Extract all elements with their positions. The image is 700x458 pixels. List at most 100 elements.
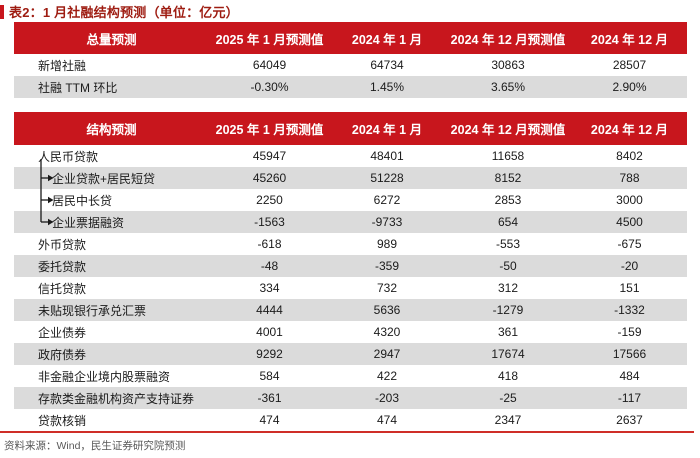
cell-value: 484: [619, 369, 640, 383]
cell-value: 8402: [616, 149, 643, 163]
cell-value: 2.90%: [572, 76, 687, 98]
table-row: 企业债券 4001 4320 361 -159: [14, 321, 687, 343]
row-label: 未贴现银行承兑汇票: [14, 299, 209, 321]
structure-table-wrap: 结构预测 2025 年 1 月预测值 2024 年 1 月 2024 年 12 …: [14, 112, 687, 431]
row-label: 企业贷款+居民短贷: [14, 167, 209, 189]
row-label: 企业债券: [38, 325, 87, 340]
column-header: 2025 年 1 月预测值: [209, 22, 330, 54]
cell-value: 1.45%: [330, 76, 444, 98]
column-header: 2024 年 1 月: [330, 112, 444, 145]
cell-value: 8152: [444, 167, 572, 189]
cell-value: -159: [617, 325, 642, 339]
row-label: 社融 TTM 环比: [14, 76, 209, 98]
table-row: 社融 TTM 环比 -0.30% 1.45% 3.65% 2.90%: [14, 76, 687, 98]
bottom-red-divider: [0, 431, 694, 433]
cell-value: 64049: [252, 58, 287, 72]
cell-value: -0.30%: [209, 76, 330, 98]
cell-value: -117: [572, 387, 687, 409]
cell-value: 3000: [616, 193, 643, 207]
cell-value: -675: [617, 237, 642, 251]
cell-value: -20: [572, 255, 687, 277]
cell-value: 9292: [209, 343, 330, 365]
cell-value: 4001: [256, 325, 283, 339]
cell-value: 474: [259, 413, 280, 427]
row-label: 企业票据融资: [14, 211, 209, 233]
table-row: 存款类金融机构资产支持证券 -361 -203 -25 -117: [14, 387, 687, 409]
cell-value: 334: [259, 281, 280, 295]
row-label: 贷款核销: [38, 413, 87, 428]
row-label: 信托贷款: [38, 281, 87, 296]
table-row: 非金融企业境内股票融资 584 422 418 484: [14, 365, 687, 387]
column-header: 2024 年 12 月: [572, 22, 687, 54]
cell-value: 5636: [330, 299, 444, 321]
row-label: 政府债券: [14, 343, 209, 365]
table-row-sub: 企业票据融资 -1563 -9733 654 4500: [14, 211, 687, 233]
table-row: 新增社融 64049 64734 30863 28507: [14, 54, 687, 76]
cell-value: -1563: [209, 211, 330, 233]
table-row: 外币贷款 -618 989 -553 -675: [14, 233, 687, 255]
table-row: 委托贷款 -48 -359 -50 -20: [14, 255, 687, 277]
source-note: 资料来源：Wind，民生证券研究院预测: [4, 440, 186, 452]
structure-header-row: 结构预测 2025 年 1 月预测值 2024 年 1 月 2024 年 12 …: [14, 112, 687, 145]
column-header: 2024 年 1 月: [330, 22, 444, 54]
table-row: 未贴现银行承兑汇票 4444 5636 -1279 -1332: [14, 299, 687, 321]
row-label: 非金融企业境内股票融资: [38, 369, 171, 384]
cell-value: 11658: [491, 149, 525, 163]
cell-value: 30863: [491, 58, 525, 72]
cell-value: 361: [497, 325, 519, 339]
cell-value: 312: [497, 281, 519, 295]
row-label: 新增社融: [38, 58, 87, 73]
table-title: 表2：1 月社融结构预测（单位：亿元）: [9, 5, 239, 20]
row-label: 居民中长贷: [52, 193, 113, 208]
cell-value: -553: [495, 237, 521, 251]
column-header: 2024 年 12 月: [572, 112, 687, 145]
cell-value: 732: [376, 281, 398, 295]
cell-value: 584: [259, 369, 280, 383]
cell-value: 48401: [370, 149, 404, 163]
table-row: 贷款核销 474 474 2347 2637: [14, 409, 687, 431]
table-row-sub: 居民中长贷 2250 6272 2853 3000: [14, 189, 687, 211]
structure-forecast-table: 结构预测 2025 年 1 月预测值 2024 年 1 月 2024 年 12 …: [14, 112, 687, 431]
cell-value: 474: [376, 413, 398, 427]
cell-value: -618: [257, 237, 282, 251]
column-header: 2024 年 12 月预测值: [444, 112, 572, 145]
title-red-tick: [0, 4, 4, 19]
structure-header-label: 结构预测: [14, 112, 209, 145]
cell-value: 17566: [572, 343, 687, 365]
cell-value: 4444: [209, 299, 330, 321]
cell-value: 6272: [373, 193, 401, 207]
cell-value: 2347: [494, 413, 522, 427]
cell-value: 64734: [370, 58, 404, 72]
table-row: 政府债券 9292 2947 17674 17566: [14, 343, 687, 365]
cell-value: 418: [497, 369, 519, 383]
cell-value: -359: [330, 255, 444, 277]
total-forecast-table: 总量预测 2025 年 1 月预测值 2024 年 1 月 2024 年 12 …: [14, 22, 687, 98]
total-header-row: 总量预测 2025 年 1 月预测值 2024 年 1 月 2024 年 12 …: [14, 22, 687, 54]
cell-value: -1279: [444, 299, 572, 321]
total-header-label: 总量预测: [14, 22, 209, 54]
cell-value: 45947: [252, 149, 287, 163]
cell-value: 3.65%: [444, 76, 572, 98]
table-row-sub: 企业贷款+居民短贷 45260 51228 8152 788: [14, 167, 687, 189]
cell-value: 2637: [616, 413, 643, 427]
cell-value: 45260: [209, 167, 330, 189]
cell-value: 151: [619, 281, 640, 295]
table-row: 人民币贷款 45947 48401 11658 8402: [14, 145, 687, 167]
cell-value: -48: [209, 255, 330, 277]
cell-value: 654: [444, 211, 572, 233]
row-label: 人民币贷款: [38, 149, 99, 164]
cell-value: -203: [330, 387, 444, 409]
cell-value: 51228: [330, 167, 444, 189]
cell-value: -1332: [572, 299, 687, 321]
cell-value: 788: [572, 167, 687, 189]
cell-value: 422: [376, 369, 398, 383]
cell-value: -25: [444, 387, 572, 409]
cell-value: 28507: [612, 58, 647, 72]
row-label: 外币贷款: [38, 237, 87, 252]
row-label: 委托贷款: [14, 255, 209, 277]
cell-value: 989: [376, 237, 398, 251]
table-row: 信托贷款 334 732 312 151: [14, 277, 687, 299]
cell-value: 2947: [330, 343, 444, 365]
cell-value: -9733: [330, 211, 444, 233]
